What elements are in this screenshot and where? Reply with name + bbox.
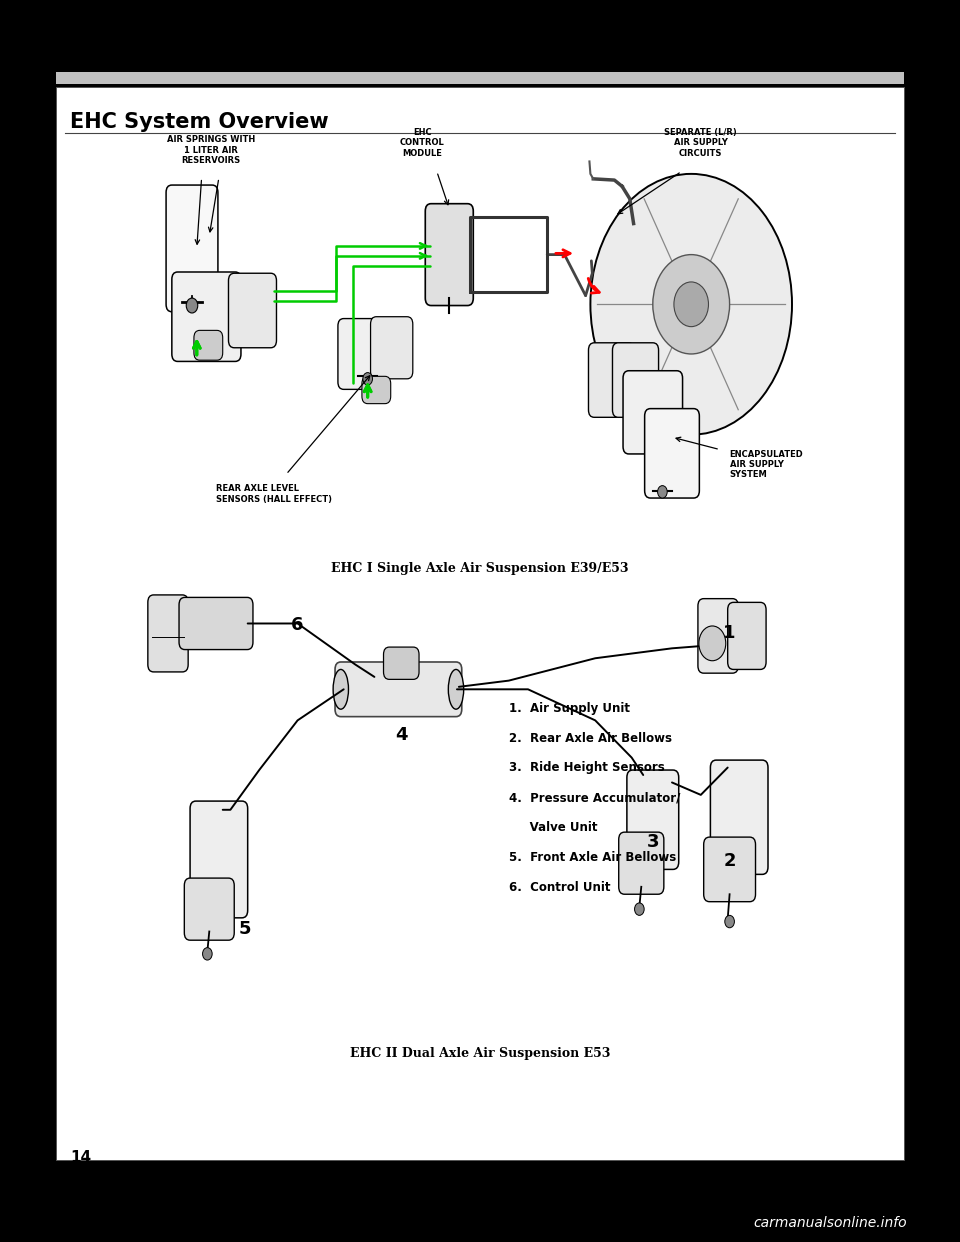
Text: AIR SPRINGS WITH
1 LITER AIR
RESERVOIRS: AIR SPRINGS WITH 1 LITER AIR RESERVOIRS bbox=[167, 135, 255, 165]
Circle shape bbox=[699, 626, 726, 661]
Circle shape bbox=[658, 486, 667, 498]
Ellipse shape bbox=[448, 669, 464, 709]
FancyBboxPatch shape bbox=[179, 597, 253, 650]
Text: 4: 4 bbox=[395, 727, 408, 744]
FancyBboxPatch shape bbox=[627, 770, 679, 869]
Text: ENCAPSULATED
AIR SUPPLY
SYSTEM: ENCAPSULATED AIR SUPPLY SYSTEM bbox=[730, 450, 804, 479]
Text: 2.  Rear Axle Air Bellows: 2. Rear Axle Air Bellows bbox=[509, 732, 672, 744]
Text: REAR AXLE LEVEL
SENSORS (HALL EFFECT): REAR AXLE LEVEL SENSORS (HALL EFFECT) bbox=[216, 484, 332, 504]
FancyBboxPatch shape bbox=[228, 273, 276, 348]
FancyBboxPatch shape bbox=[698, 599, 738, 673]
FancyBboxPatch shape bbox=[728, 602, 766, 669]
FancyBboxPatch shape bbox=[425, 204, 473, 306]
Ellipse shape bbox=[333, 669, 348, 709]
FancyBboxPatch shape bbox=[383, 647, 419, 679]
FancyBboxPatch shape bbox=[184, 878, 234, 940]
FancyBboxPatch shape bbox=[338, 318, 388, 390]
Circle shape bbox=[653, 255, 730, 354]
Circle shape bbox=[186, 298, 198, 313]
FancyBboxPatch shape bbox=[148, 595, 188, 672]
FancyBboxPatch shape bbox=[619, 832, 664, 894]
Text: SEPARATE (L/R)
AIR SUPPLY
CIRCUITS: SEPARATE (L/R) AIR SUPPLY CIRCUITS bbox=[664, 128, 737, 158]
Circle shape bbox=[590, 174, 792, 435]
Text: 6.  Control Unit: 6. Control Unit bbox=[509, 881, 611, 893]
FancyBboxPatch shape bbox=[190, 801, 248, 918]
Bar bbox=[56, 87, 904, 1160]
FancyBboxPatch shape bbox=[710, 760, 768, 874]
Text: 4.  Pressure Accumulator/: 4. Pressure Accumulator/ bbox=[509, 791, 681, 804]
Circle shape bbox=[363, 373, 372, 385]
Text: 1.  Air Supply Unit: 1. Air Supply Unit bbox=[509, 702, 630, 714]
Text: EHC II Dual Axle Air Suspension E53: EHC II Dual Axle Air Suspension E53 bbox=[349, 1047, 611, 1059]
FancyBboxPatch shape bbox=[623, 370, 683, 453]
Text: 3: 3 bbox=[646, 833, 660, 851]
Text: 3.  Ride Height Sensors: 3. Ride Height Sensors bbox=[509, 761, 664, 774]
FancyBboxPatch shape bbox=[588, 343, 635, 417]
Text: EHC I Single Axle Air Suspension E39/E53: EHC I Single Axle Air Suspension E39/E53 bbox=[331, 563, 629, 575]
FancyBboxPatch shape bbox=[362, 376, 391, 404]
Circle shape bbox=[725, 915, 734, 928]
Text: 14: 14 bbox=[70, 1150, 91, 1165]
FancyBboxPatch shape bbox=[335, 662, 462, 717]
Text: Valve Unit: Valve Unit bbox=[509, 821, 597, 833]
Circle shape bbox=[203, 948, 212, 960]
Text: EHC
CONTROL
MODULE: EHC CONTROL MODULE bbox=[400, 128, 444, 158]
FancyBboxPatch shape bbox=[194, 330, 223, 360]
Circle shape bbox=[674, 282, 708, 327]
FancyBboxPatch shape bbox=[704, 837, 756, 902]
Text: 5: 5 bbox=[238, 920, 252, 938]
Text: EHC System Overview: EHC System Overview bbox=[70, 112, 328, 132]
Text: 1: 1 bbox=[723, 625, 736, 642]
Circle shape bbox=[635, 903, 644, 915]
Bar bbox=[56, 72, 904, 84]
Text: 2: 2 bbox=[723, 852, 736, 869]
FancyBboxPatch shape bbox=[612, 343, 659, 417]
FancyBboxPatch shape bbox=[172, 272, 241, 361]
FancyBboxPatch shape bbox=[645, 409, 699, 498]
Text: carmanualsonline.info: carmanualsonline.info bbox=[754, 1216, 907, 1230]
FancyBboxPatch shape bbox=[166, 185, 218, 312]
Text: Level Control Systems: Level Control Systems bbox=[70, 1177, 179, 1187]
Text: 6: 6 bbox=[291, 616, 304, 633]
Text: 5.  Front Axle Air Bellows: 5. Front Axle Air Bellows bbox=[509, 851, 676, 863]
FancyBboxPatch shape bbox=[371, 317, 413, 379]
